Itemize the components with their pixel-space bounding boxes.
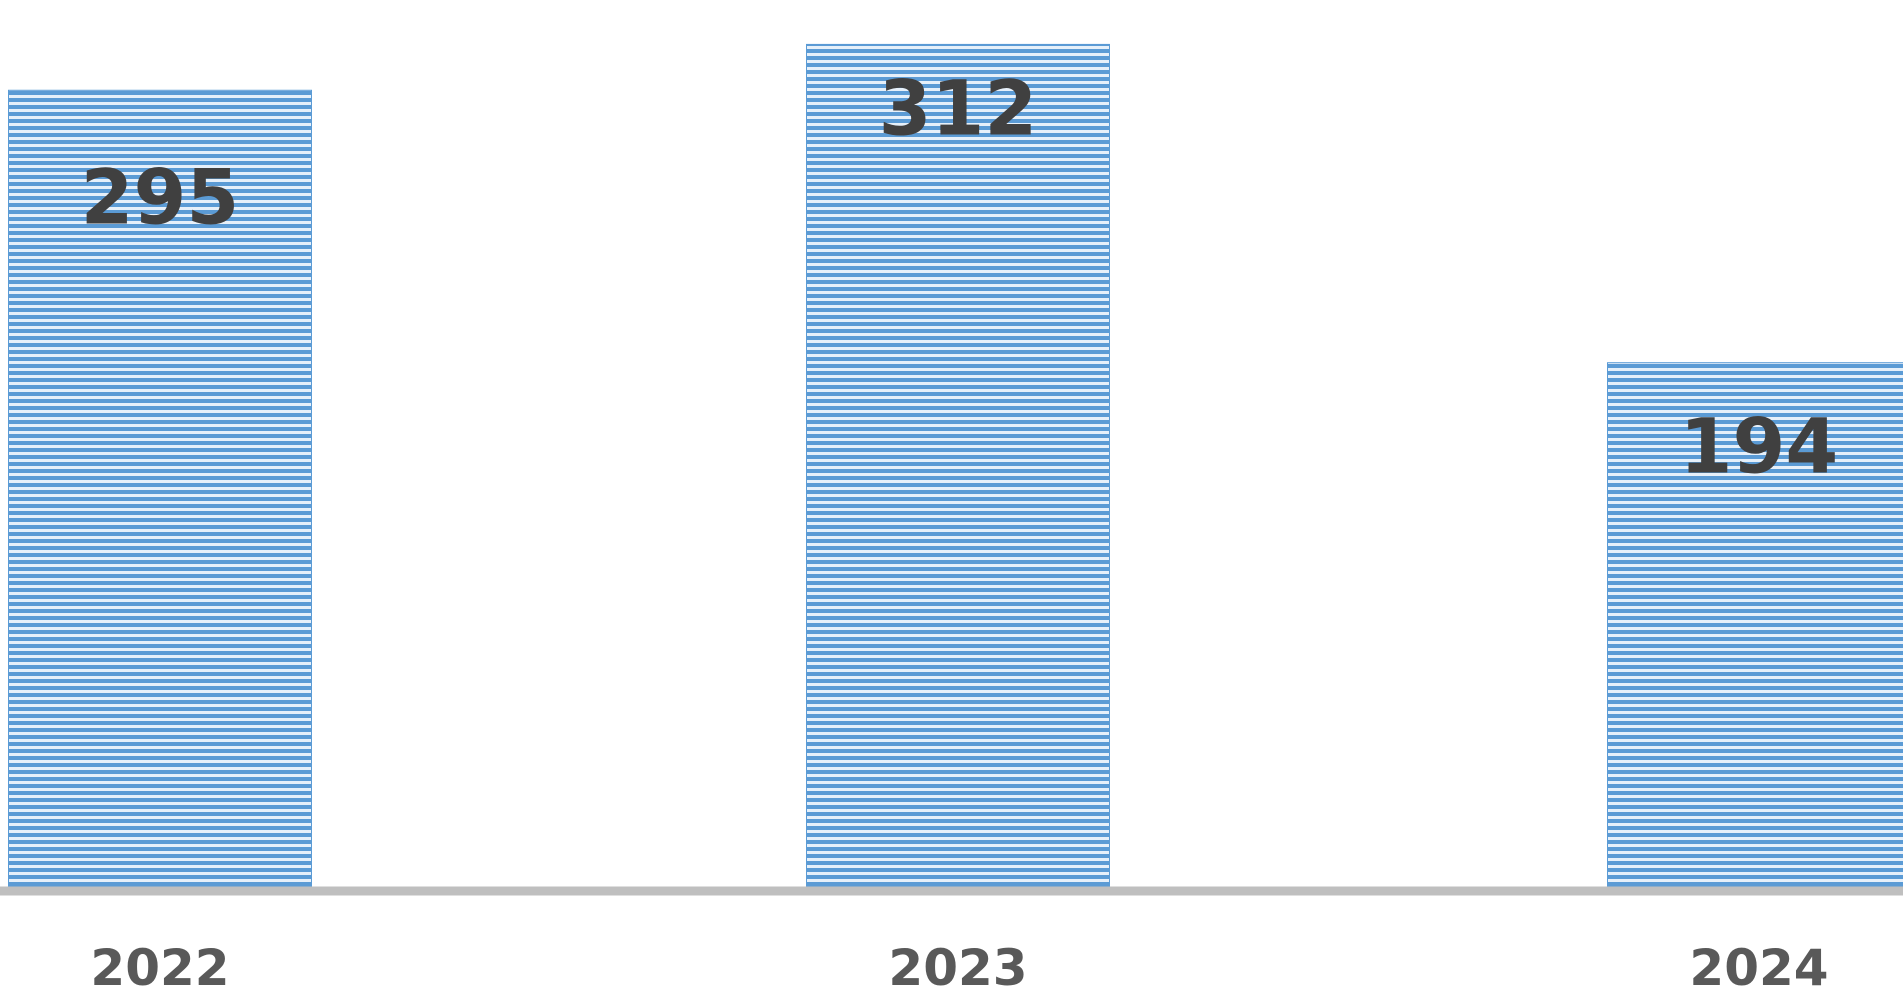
x-tick-label-2022: 2022 (90, 939, 229, 991)
x-tick-labels-layer: 2022 2023 2024 (90, 939, 1828, 991)
data-label-2024: 194 (1680, 402, 1839, 491)
x-tick-label-2024: 2024 (1689, 939, 1828, 991)
bar-2023 (807, 44, 1110, 886)
x-tick-label-2023: 2023 (888, 939, 1027, 991)
data-label-2022: 295 (81, 152, 240, 241)
bars-layer (9, 44, 1903, 886)
data-label-2023: 312 (879, 63, 1038, 152)
